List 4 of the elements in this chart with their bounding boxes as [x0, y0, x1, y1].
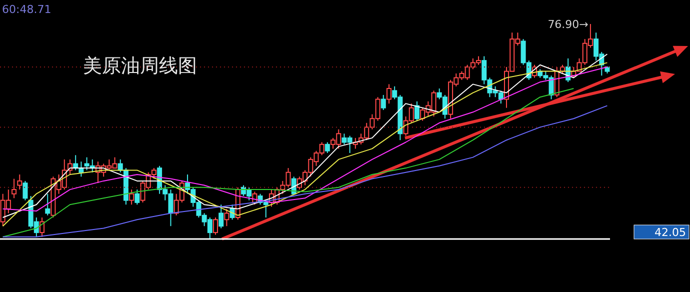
- text: 42.05: [654, 226, 686, 239]
- text: 美原油周线图: [83, 55, 197, 77]
- annotation: 76.90→: [548, 18, 588, 31]
- text: 60:48.71: [2, 3, 52, 16]
